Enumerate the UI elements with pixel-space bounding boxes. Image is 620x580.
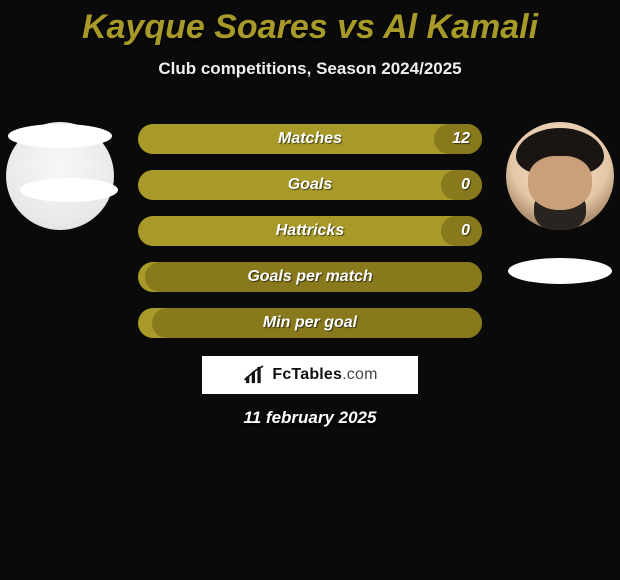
stat-row: Hattricks0 xyxy=(138,216,482,246)
stat-row: Goals0 xyxy=(138,170,482,200)
date-label: 11 february 2025 xyxy=(0,408,620,428)
logo: FcTables.com xyxy=(202,356,418,394)
stat-row: Goals per match xyxy=(138,262,482,292)
stat-label: Matches xyxy=(138,124,482,154)
logo-domain: .com xyxy=(342,366,377,383)
stat-value-right: 0 xyxy=(461,170,470,200)
stat-label: Goals xyxy=(138,170,482,200)
logo-text: FcTables.com xyxy=(272,366,377,384)
left-ellipse-2 xyxy=(20,178,118,202)
bar-chart-icon xyxy=(242,365,268,385)
stat-value-right: 12 xyxy=(452,124,470,154)
player-right-avatar xyxy=(506,122,614,230)
left-ellipse-1 xyxy=(8,124,112,148)
stat-label: Min per goal xyxy=(138,308,482,338)
stat-row: Min per goal xyxy=(138,308,482,338)
page-title: Kayque Soares vs Al Kamali xyxy=(0,0,620,47)
stat-bars: Matches12Goals0Hattricks0Goals per match… xyxy=(138,124,482,354)
stat-label: Hattricks xyxy=(138,216,482,246)
stat-row: Matches12 xyxy=(138,124,482,154)
subtitle: Club competitions, Season 2024/2025 xyxy=(0,59,620,79)
right-ellipse-1 xyxy=(508,258,612,284)
logo-brand: FcTables xyxy=(272,366,342,383)
stat-value-right: 0 xyxy=(461,216,470,246)
stat-label: Goals per match xyxy=(138,262,482,292)
